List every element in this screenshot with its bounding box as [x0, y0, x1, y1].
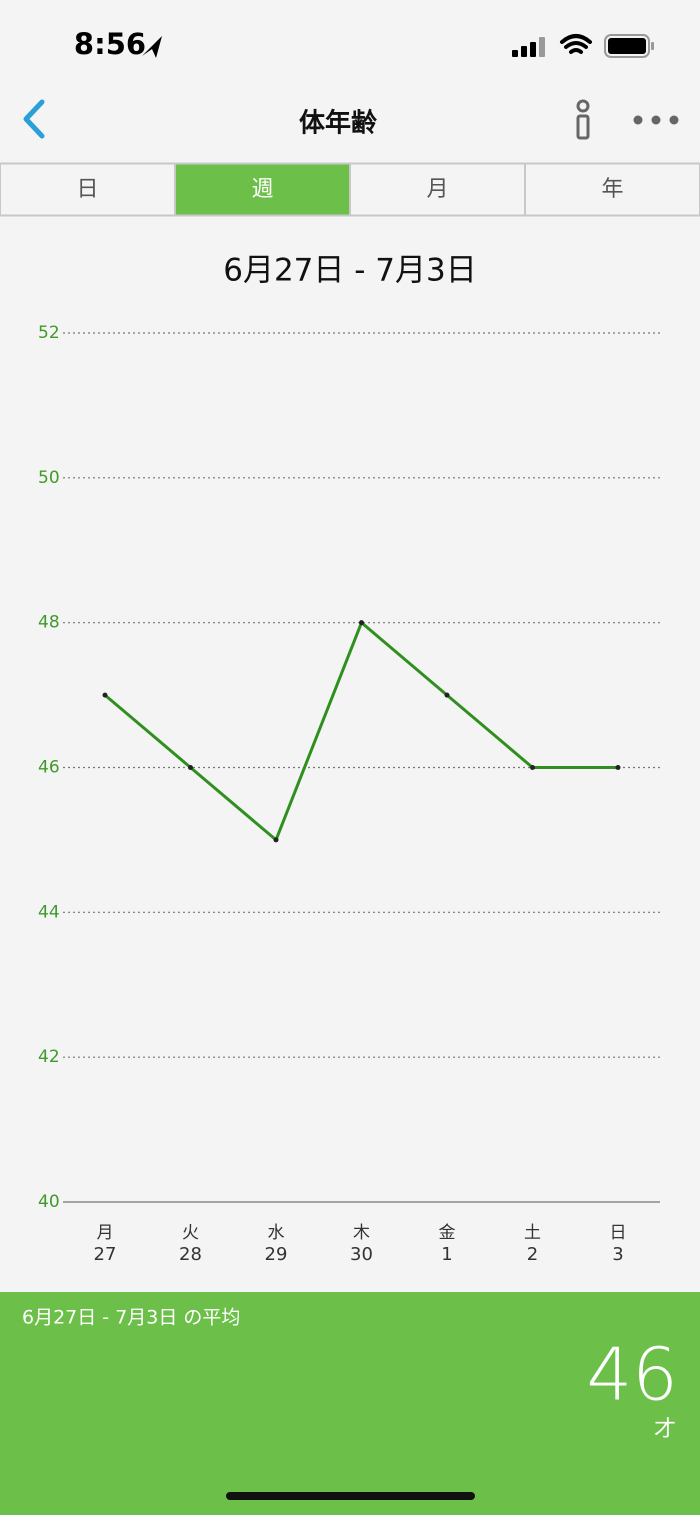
y-tick-label: 46	[38, 758, 60, 778]
data-point	[530, 765, 535, 770]
x-tick-label: 金	[439, 1223, 456, 1243]
data-point	[615, 765, 621, 770]
wifi-icon	[560, 34, 592, 54]
y-tick-label: 48	[38, 613, 60, 633]
x-tick-date: 29	[265, 1244, 288, 1265]
summary-label: 6月27日 - 7月3日 の平均	[22, 1307, 240, 1329]
battery-icon	[604, 34, 654, 58]
chart-title: 6月27日 - 7月3日	[223, 253, 477, 289]
status-time: 8:56	[74, 27, 146, 61]
y-tick-label: 44	[38, 902, 60, 922]
x-tick-date: 1	[441, 1244, 452, 1265]
info-button[interactable]	[576, 99, 590, 140]
data-point	[444, 692, 450, 698]
signal-icon	[512, 37, 545, 57]
tab-label: 週	[251, 177, 273, 202]
location-icon	[142, 36, 162, 58]
x-tick-label: 水	[268, 1223, 285, 1243]
tab-label: 日	[76, 177, 98, 202]
more-button[interactable]	[633, 115, 679, 125]
data-point	[102, 692, 108, 698]
y-tick-label: 42	[38, 1047, 60, 1067]
x-tick-date: 3	[612, 1244, 623, 1265]
home-indicator	[226, 1492, 475, 1500]
data-point	[188, 765, 193, 770]
x-tick-label: 日	[610, 1223, 627, 1243]
data-point	[359, 620, 364, 626]
y-tick-label: 50	[38, 468, 60, 488]
x-tick-label: 木	[353, 1223, 370, 1243]
x-tick-label: 土	[524, 1223, 541, 1243]
y-tick-label: 40	[38, 1192, 60, 1212]
x-tick-label: 火	[182, 1223, 199, 1243]
tab-label: 月	[426, 177, 448, 202]
tab[interactable]	[525, 163, 700, 216]
summary-value: 46	[586, 1333, 678, 1417]
x-tick-date: 2	[527, 1244, 538, 1265]
summary-panel	[0, 1292, 700, 1515]
x-tick-label: 月	[97, 1223, 114, 1243]
y-tick-label: 52	[38, 323, 60, 343]
x-tick-date: 30	[350, 1244, 373, 1265]
tab-label: 年	[601, 177, 623, 202]
x-tick-date: 27	[94, 1244, 117, 1265]
back-button[interactable]	[23, 99, 45, 139]
x-tick-date: 28	[179, 1244, 202, 1265]
data-point	[273, 837, 279, 843]
summary-unit: 才	[654, 1417, 676, 1442]
tab[interactable]	[350, 163, 525, 216]
nav-title: 体年齢	[299, 108, 378, 139]
data-line	[104, 621, 618, 842]
tab[interactable]	[0, 163, 175, 216]
